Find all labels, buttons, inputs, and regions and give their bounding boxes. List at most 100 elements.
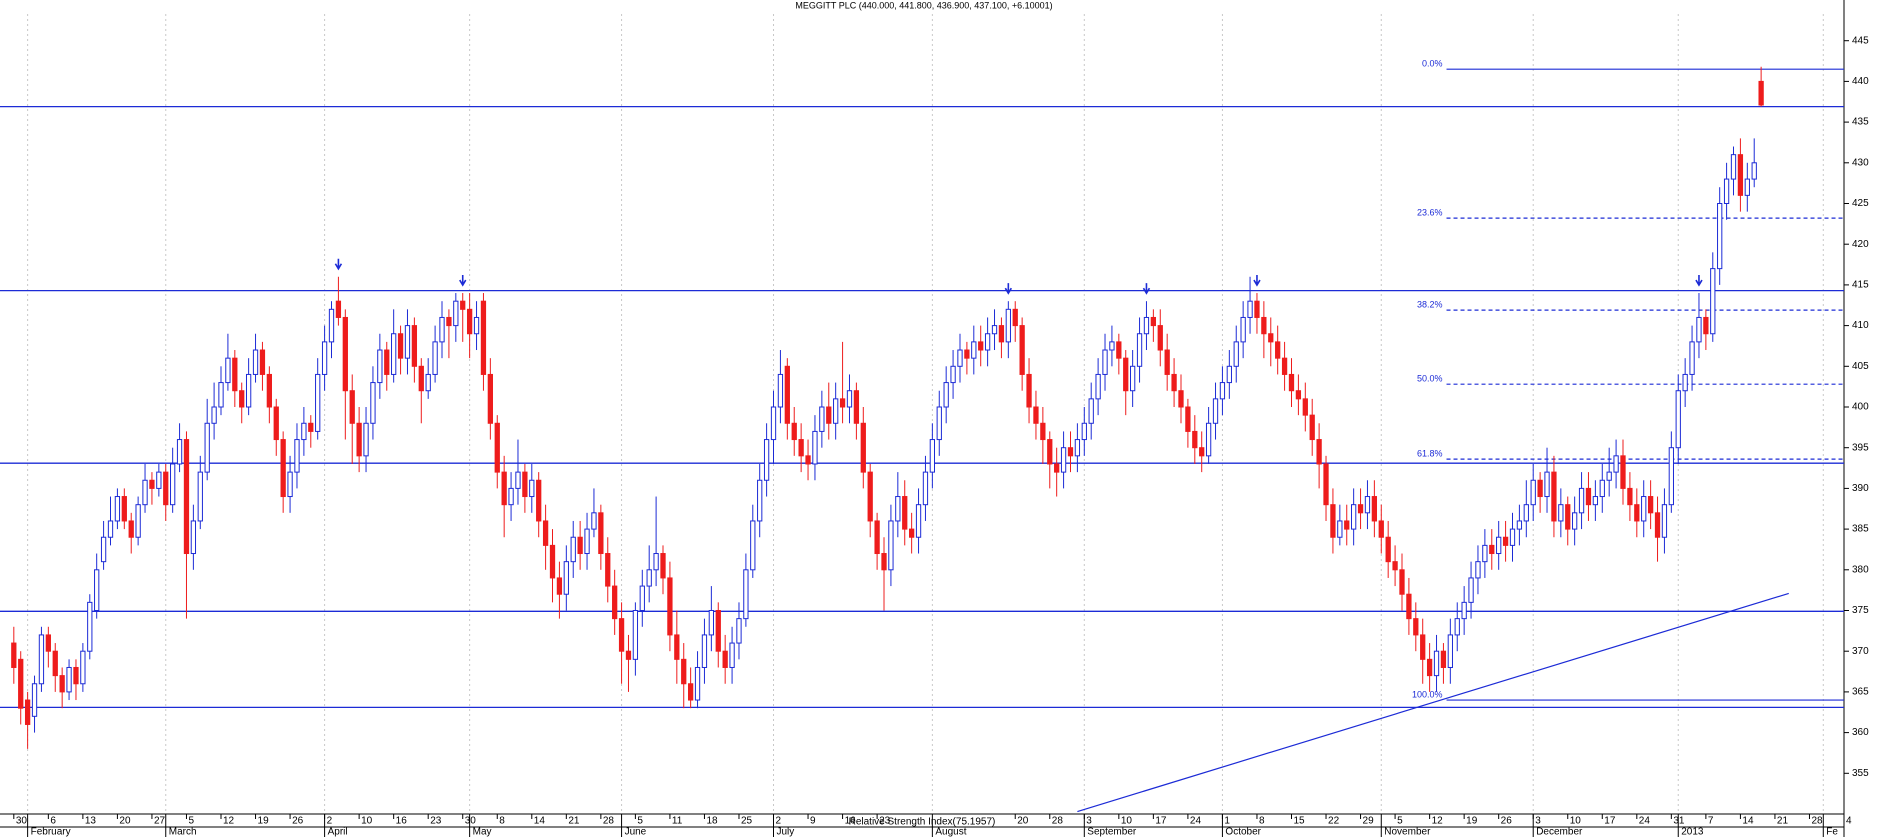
- candle-body: [1302, 398, 1308, 416]
- candle-body: [618, 618, 625, 652]
- candle-body: [1026, 373, 1032, 408]
- x-tick-label: 12: [223, 816, 235, 827]
- y-tick-label: 360: [1852, 727, 1869, 738]
- candle-body: [1005, 308, 1011, 343]
- candle-body: [1157, 325, 1163, 351]
- candle-body: [846, 390, 853, 408]
- candle-body: [1205, 422, 1212, 457]
- candle-body: [1330, 504, 1336, 538]
- candle-body: [612, 585, 618, 620]
- indicator-label: Relative Strength Index(75.1957): [849, 817, 996, 828]
- candle-body: [1592, 496, 1599, 506]
- candle-body: [1433, 650, 1440, 677]
- candle-body: [1268, 333, 1274, 343]
- candle-body: [38, 634, 45, 685]
- candle-body: [259, 349, 266, 375]
- candle-body: [1475, 561, 1481, 579]
- fib-label: 38.2%: [1417, 300, 1443, 310]
- fib-label: 50.0%: [1417, 374, 1443, 384]
- candle-body: [100, 536, 107, 563]
- candle-body: [128, 520, 134, 538]
- candle-body: [819, 406, 825, 432]
- candle-body: [853, 390, 860, 424]
- candle-body: [1033, 406, 1039, 424]
- candle-body: [1710, 268, 1716, 335]
- x-tick-label: 30: [465, 816, 477, 827]
- candle-body: [1675, 390, 1681, 449]
- candle-body: [1758, 80, 1764, 106]
- trendline: [1077, 592, 1789, 813]
- candle-body: [943, 382, 949, 408]
- candle-body: [1516, 520, 1523, 530]
- candle-body: [784, 365, 790, 424]
- candle-body: [432, 341, 438, 375]
- x-tick-label: 18: [706, 816, 718, 827]
- candle-body: [232, 357, 238, 392]
- candle-body: [107, 520, 114, 538]
- y-tick-label: 380: [1852, 564, 1869, 575]
- y-tick-label: 355: [1852, 768, 1869, 779]
- y-tick-label: 390: [1852, 483, 1869, 494]
- x-tick-label: 30: [16, 816, 28, 827]
- y-tick-label: 375: [1852, 605, 1869, 616]
- candle-body: [950, 365, 956, 384]
- candle-body: [1123, 357, 1129, 392]
- signal-arrow: [334, 258, 343, 271]
- candle-body: [266, 373, 272, 408]
- x-tick-label: 23: [430, 816, 442, 827]
- candle-body: [149, 479, 155, 489]
- candle-body: [867, 471, 873, 522]
- month-label: November: [1384, 827, 1431, 837]
- candle-body: [1247, 300, 1253, 318]
- candle-body: [1744, 178, 1750, 196]
- candle-body: [1060, 447, 1067, 473]
- x-tick-label: 16: [396, 816, 408, 827]
- candle-body: [729, 642, 735, 668]
- candle-body: [1095, 373, 1101, 400]
- candle-body: [1544, 471, 1550, 498]
- candle-body: [860, 422, 866, 473]
- candle-body: [1627, 487, 1633, 506]
- candle-body: [536, 479, 542, 522]
- candle-body: [922, 471, 929, 506]
- candle-body: [1136, 333, 1143, 367]
- y-tick-label: 405: [1852, 361, 1869, 372]
- candle-body: [812, 430, 818, 465]
- y-tick-label: 415: [1852, 280, 1869, 291]
- candle-body: [1295, 390, 1302, 400]
- x-tick-label: 10: [361, 816, 373, 827]
- candle-body: [87, 601, 93, 652]
- candle-body: [1344, 520, 1350, 530]
- candle-body: [1143, 316, 1150, 335]
- candle-body: [363, 422, 369, 457]
- candle-body: [929, 439, 936, 473]
- candle-body: [404, 325, 411, 359]
- candle-body: [80, 650, 86, 685]
- candle-body: [584, 528, 590, 555]
- candle-body: [94, 569, 100, 611]
- x-tick-label: 15: [1293, 816, 1305, 827]
- candle-body: [1199, 447, 1205, 457]
- candle-body: [1717, 203, 1723, 270]
- candle-body: [1074, 439, 1081, 457]
- fib-label: 0.0%: [1422, 59, 1443, 69]
- candle-body: [1212, 398, 1219, 424]
- month-label: October: [1225, 827, 1261, 837]
- candle-body: [1641, 496, 1647, 522]
- candle-body: [881, 553, 887, 571]
- candle-body: [252, 349, 259, 375]
- y-tick-label: 430: [1852, 157, 1869, 168]
- x-tick-label: 19: [1466, 816, 1478, 827]
- candle-body: [1668, 447, 1674, 506]
- candle-body: [1088, 398, 1094, 424]
- candle-body: [1226, 365, 1232, 384]
- candle-body: [294, 439, 300, 473]
- candle-body: [384, 349, 390, 375]
- candle-body: [791, 422, 797, 441]
- signal-arrow: [1004, 283, 1013, 295]
- x-tick-label: 3: [1535, 816, 1541, 827]
- candle-body: [750, 520, 756, 571]
- candle-body: [1102, 349, 1108, 375]
- y-tick-label: 400: [1852, 402, 1869, 413]
- candle-body: [397, 333, 404, 359]
